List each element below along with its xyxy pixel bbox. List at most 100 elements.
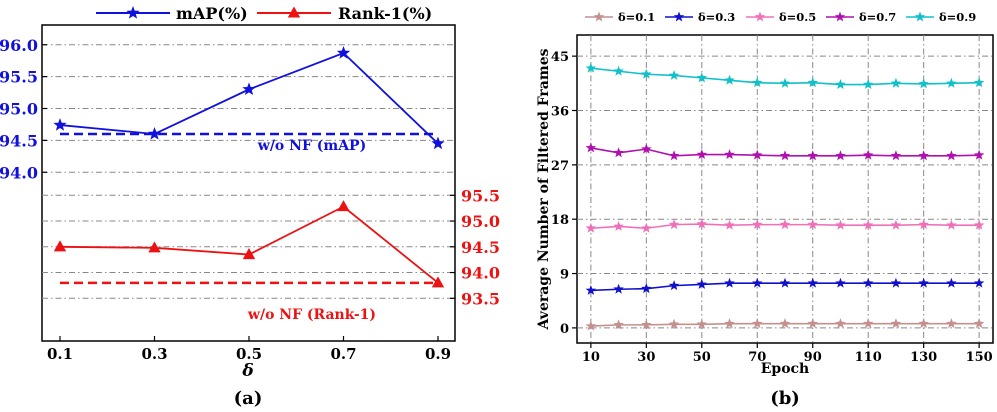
data-point-map [431, 136, 445, 150]
data-point-delta-0 [862, 318, 874, 329]
data-point-delta-0 [724, 318, 735, 329]
data-point-delta-1 [973, 277, 985, 288]
panel-b-xtick-label: 10 [582, 350, 600, 365]
panel-b: 10 30 50 70 90 110 130 150 0 9 18 27 36 45 δ=0.1 δ=0.3… [536, 10, 994, 409]
data-point-delta-2 [724, 219, 735, 230]
legend-label-delta-2: δ=0.5 [779, 10, 816, 24]
data-point-delta-1 [918, 277, 929, 288]
data-point-rank1 [53, 240, 67, 252]
data-point-delta-1 [779, 277, 791, 288]
data-point-delta-1 [835, 277, 846, 288]
panel-a-baselines [60, 132, 438, 285]
data-point-delta-1 [862, 277, 874, 288]
panel-a-xlabel: δ [241, 361, 253, 381]
data-point-delta-2 [585, 222, 597, 233]
legend-label-delta-0: δ=0.1 [618, 10, 655, 24]
legend-marker-delta-3 [834, 11, 846, 22]
panel-a-ytick-label-left: 94.5 [0, 131, 38, 150]
panel-a-baseline-label-map: w/o NF (mAP) [257, 138, 366, 154]
legend-map-label: mAP(%) [176, 4, 248, 23]
data-point-delta-0 [918, 318, 929, 329]
panel-b-xtick-label: 70 [748, 350, 766, 365]
data-point-delta-3 [973, 149, 985, 160]
data-point-rank1 [431, 276, 445, 288]
panel-b-xtick-label: 90 [804, 350, 822, 365]
panel-a-xtick-label: 0.5 [236, 345, 262, 363]
data-point-delta-3 [585, 142, 597, 153]
panel-a-xtick-label: 0.9 [425, 345, 451, 363]
data-point-delta-2 [946, 219, 957, 230]
panel-b-ytick-label: 9 [560, 268, 569, 283]
data-point-delta-2 [752, 219, 763, 230]
data-point-delta-3 [918, 150, 929, 161]
data-point-delta-1 [807, 277, 818, 288]
panel-b-ytick-label: 0 [560, 322, 569, 337]
data-point-delta-3 [890, 150, 902, 161]
legend-marker-delta-2 [754, 11, 766, 22]
panel-a-xtick-label: 0.7 [330, 345, 356, 363]
panel-a-ytick-label-right: 94.5 [461, 238, 500, 257]
data-point-delta-2 [641, 222, 652, 233]
legend-label-delta-1: δ=0.3 [698, 10, 735, 24]
panel-b-xtick-label: 50 [693, 350, 711, 365]
panel-a-xtick-label: 0.1 [47, 345, 73, 363]
panel-a-ytick-label-left: 94.0 [0, 163, 38, 182]
data-point-delta-0 [641, 319, 652, 330]
data-point-delta-0 [752, 318, 763, 329]
panel-b-xtick-label: 150 [966, 350, 993, 365]
data-point-rank1 [337, 200, 350, 212]
data-point-delta-2 [973, 219, 985, 230]
data-point-delta-4 [724, 74, 735, 85]
panel-b-legend: δ=0.1 δ=0.3 δ=0.5 δ=0.7 δ=0.9 [585, 10, 976, 24]
legend-marker-delta-0 [593, 11, 605, 22]
legend-rank1-label: Rank-1(%) [338, 4, 432, 23]
data-point-delta-0 [890, 318, 902, 329]
data-point-delta-2 [807, 219, 818, 230]
data-point-delta-1 [613, 283, 624, 294]
panel-a-ytick-label-right: 95.0 [461, 212, 500, 231]
data-point-map [53, 118, 67, 131]
data-point-delta-3 [807, 150, 818, 161]
data-point-delta-3 [613, 147, 624, 158]
data-point-delta-4 [696, 72, 708, 83]
data-point-delta-0 [613, 319, 624, 330]
data-point-delta-3 [696, 149, 708, 160]
panel-a-ytick-label-left: 95.5 [0, 68, 38, 87]
panel-a-xtick-label: 0.3 [141, 345, 167, 363]
data-point-delta-2 [918, 219, 929, 230]
data-point-delta-3 [779, 150, 791, 161]
panel-a-ytick-label-left: 96.0 [0, 36, 38, 55]
panel-a-ytick-label-right: 94.0 [461, 264, 500, 283]
data-point-rank1 [148, 241, 161, 253]
data-point-delta-4 [668, 69, 680, 80]
data-point-delta-4 [807, 77, 818, 88]
panel-b-ytick-label: 18 [551, 213, 569, 228]
panel-b-xtick-label: 130 [910, 350, 937, 365]
panel-b-ytick-label: 36 [551, 104, 569, 119]
panel-a-legend: mAP(%) Rank-1(%) [96, 4, 432, 23]
data-point-delta-2 [668, 219, 680, 230]
panel-b-ytick-label: 45 [551, 50, 569, 65]
data-point-delta-1 [585, 284, 597, 295]
panel-a-ytick-label-left: 95.0 [0, 100, 38, 119]
data-point-delta-2 [779, 219, 791, 230]
data-point-delta-1 [641, 283, 652, 294]
panel-a-grid [42, 44, 455, 299]
data-point-delta-4 [862, 79, 874, 89]
data-point-delta-4 [585, 62, 597, 73]
panel-b-ytick-label: 27 [551, 159, 569, 174]
data-point-delta-4 [835, 79, 846, 89]
data-point-delta-4 [973, 77, 985, 88]
data-point-delta-0 [946, 318, 957, 329]
data-point-rank1 [242, 248, 256, 260]
panel-a-ytick-label-right: 93.5 [461, 289, 500, 308]
panel-b-xtick-label: 30 [637, 350, 655, 365]
data-point-delta-3 [862, 149, 874, 160]
data-point-delta-1 [696, 278, 708, 289]
data-point-delta-0 [585, 320, 597, 331]
data-point-delta-1 [724, 277, 735, 288]
data-point-delta-0 [835, 318, 846, 329]
data-point-delta-2 [613, 220, 624, 231]
panel-a-series [53, 46, 445, 288]
panel-a-caption: (a) [234, 388, 263, 409]
